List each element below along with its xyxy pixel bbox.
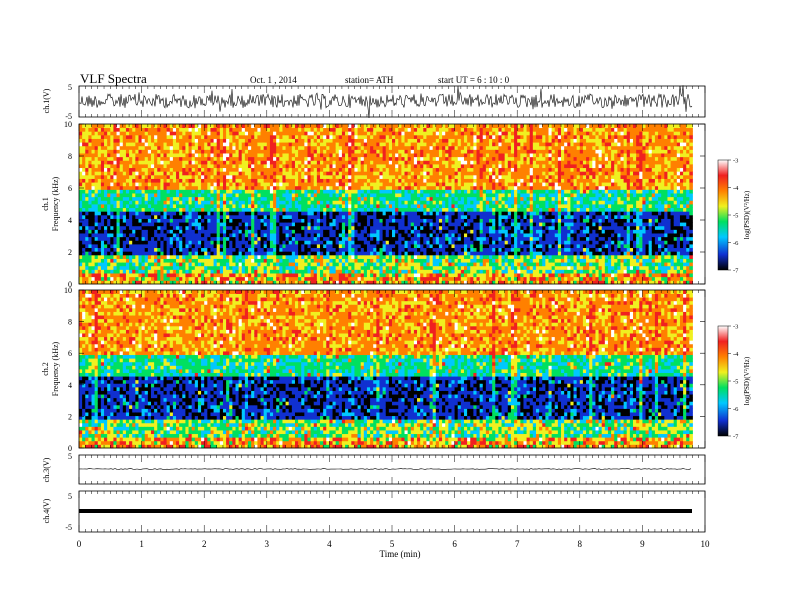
colorbar-tick-label: -4 bbox=[733, 351, 739, 358]
ch3-ytick-top: 5 bbox=[68, 452, 72, 461]
frequency-tick-label: 6 bbox=[68, 184, 72, 193]
ch4-ytick-top: 5 bbox=[68, 492, 72, 501]
time-tick-label: 5 bbox=[390, 539, 395, 549]
ch1-spectrogram-ylabel-frequency: Frequency (kHz) bbox=[51, 176, 60, 231]
ch2-spectrogram-ylabel-channel: ch.2 bbox=[41, 362, 50, 376]
ch1-waveform-trace bbox=[78, 85, 693, 119]
figure-title: VLF Spectra bbox=[80, 71, 147, 86]
frequency-tick-label: 0 bbox=[68, 444, 72, 453]
frequency-tick-label: 2 bbox=[68, 412, 72, 421]
ch3-waveform-ylabel: ch.3(V) bbox=[42, 457, 51, 482]
time-tick-label: 9 bbox=[640, 539, 645, 549]
station-label: station= ATH bbox=[345, 75, 394, 85]
frequency-tick-label: 2 bbox=[68, 248, 72, 257]
ch1-waveform-ylabel: ch.1(V) bbox=[42, 88, 51, 113]
time-tick-label: 3 bbox=[265, 539, 270, 549]
colorbar-tick-label: -5 bbox=[733, 379, 738, 386]
ch2-spectrogram-ylabel-frequency: Frequency (kHz) bbox=[51, 341, 60, 396]
ch1-colorbar-label: log(PSD)(V²/Hz) bbox=[743, 190, 751, 239]
time-tick-label: 10 bbox=[701, 539, 711, 549]
ch1-colorbar: -3 -4 -5 -6 -7 log(PSD)(V²/Hz) bbox=[717, 158, 751, 275]
time-tick-label: 2 bbox=[202, 539, 207, 549]
ch1-spectrogram-ylabel-channel: ch.1 bbox=[41, 197, 50, 211]
colorbar-tick-label: -6 bbox=[733, 406, 739, 413]
frequency-tick-label: 4 bbox=[68, 381, 72, 390]
time-tick-label: 6 bbox=[452, 539, 457, 549]
ch2-spectrogram-panel: 0 2 4 6 8 10 ch.2 Frequency (kHz) -3 -4 -5 -6 -7 … bbox=[41, 286, 751, 453]
ch2-colorbar: -3 -4 -5 -6 -7 log(PSD)(V²/Hz) bbox=[717, 324, 751, 441]
ch2-spectrogram-image bbox=[79, 290, 693, 449]
colorbar-tick-label: -7 bbox=[733, 268, 739, 275]
ch2-spectrogram-yticks: 0 2 4 6 8 10 bbox=[64, 286, 705, 453]
time-tick-label: 8 bbox=[578, 539, 583, 549]
time-tick-label: 4 bbox=[327, 539, 332, 549]
ch3-waveform-trace bbox=[78, 468, 692, 470]
start-time-label: start UT = 6 : 10 : 0 bbox=[438, 75, 510, 85]
frequency-tick-label: 6 bbox=[68, 349, 72, 358]
time-axis-label: Time (min) bbox=[380, 549, 421, 559]
ch1-ytick-bottom: -5 bbox=[65, 112, 72, 121]
frequency-tick-label: 0 bbox=[68, 280, 72, 289]
colorbar-tick-label: -5 bbox=[733, 213, 738, 220]
colorbar-tick-label: -3 bbox=[733, 324, 738, 331]
colorbar-tick-label: -4 bbox=[733, 185, 739, 192]
time-axis-tick-labels: 0 1 2 3 4 5 6 7 8 9 10 bbox=[77, 539, 710, 549]
ch2-colorbar-label: log(PSD)(V²/Hz) bbox=[743, 356, 751, 405]
colorbar-tick-label: -7 bbox=[733, 434, 739, 441]
colorbar-tick-label: -3 bbox=[733, 158, 738, 165]
ch4-ytick-bottom: -5 bbox=[65, 523, 72, 532]
time-tick-label: 0 bbox=[77, 539, 82, 549]
ch1-ytick-top: 5 bbox=[68, 83, 72, 92]
frequency-tick-label: 8 bbox=[68, 318, 72, 327]
frequency-tick-label: 10 bbox=[64, 120, 72, 129]
time-tick-label: 7 bbox=[515, 539, 520, 549]
ch4-waveform-ylabel: ch.4(V) bbox=[42, 498, 51, 523]
frequency-tick-label: 10 bbox=[64, 286, 72, 295]
frequency-tick-label: 8 bbox=[68, 152, 72, 161]
ch1-spectrogram-panel: 0 2 4 6 8 10 ch.1 Frequency (kHz) -3 -4 -5 -6 -7 … bbox=[41, 120, 751, 289]
frequency-tick-label: 4 bbox=[68, 216, 72, 225]
date-label: Oct. 1 , 2014 bbox=[250, 75, 297, 85]
ch1-spectrogram-image bbox=[79, 124, 693, 285]
ch1-spectrogram-yticks: 0 2 4 6 8 10 bbox=[64, 120, 705, 289]
time-tick-label: 1 bbox=[139, 539, 144, 549]
time-ticks bbox=[78, 86, 706, 532]
colorbar-tick-label: -6 bbox=[733, 240, 739, 247]
